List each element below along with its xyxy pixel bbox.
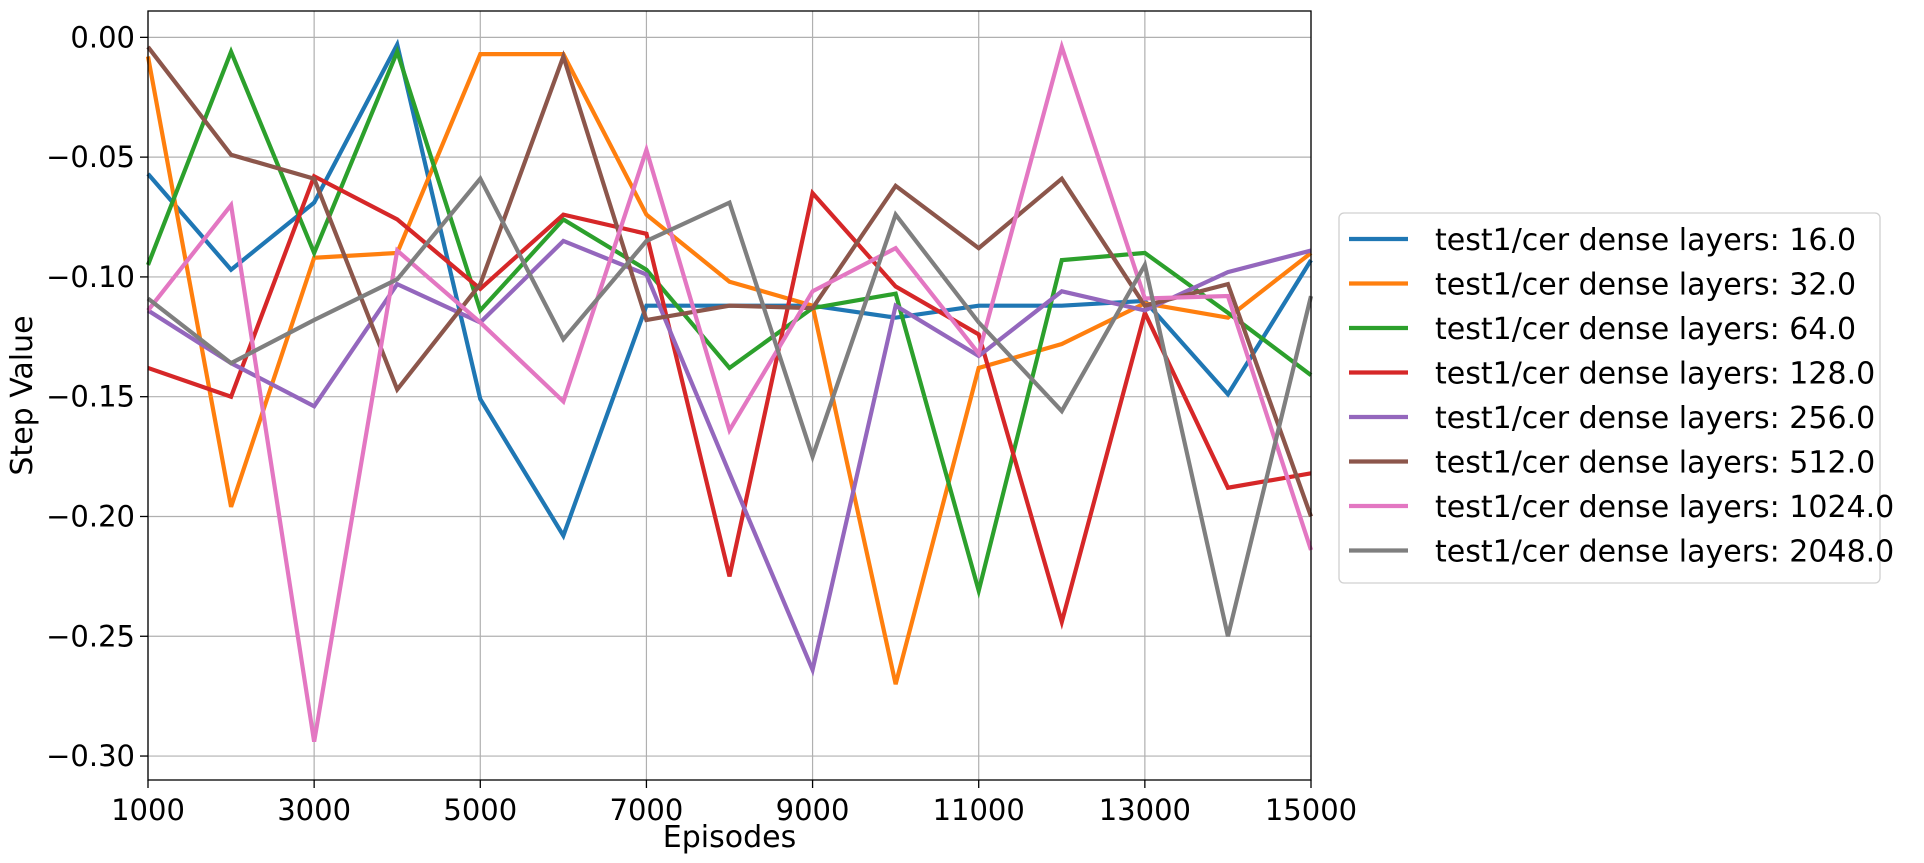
- y-tick-label: −0.05: [46, 140, 135, 174]
- legend-box: [1338, 212, 1881, 584]
- legend-label: test1/cer dense layers: 64.0: [1435, 312, 1856, 347]
- series-line-4: [146, 238, 1312, 677]
- x-tick-label: 13000: [1099, 793, 1191, 827]
- y-tick-label: 0.00: [70, 20, 135, 54]
- y-tick-label: −0.30: [46, 739, 135, 773]
- legend-label: test1/cer dense layers: 256.0: [1435, 401, 1875, 436]
- x-tick-label: 9000: [776, 793, 850, 827]
- x-tick-label: 15000: [1265, 793, 1357, 827]
- y-tick-label: −0.15: [46, 380, 135, 414]
- x-tick-label: 1000: [111, 793, 185, 827]
- x-tick-label: 7000: [610, 793, 684, 827]
- grid: [147, 11, 1312, 780]
- y-tick-label: −0.20: [46, 499, 135, 533]
- series-line-7: [146, 174, 1314, 637]
- series-line-5: [146, 45, 1313, 518]
- series-lines: [145, 38, 1314, 743]
- y-tick-label: −0.10: [46, 260, 135, 294]
- legend-label: test1/cer dense layers: 1024.0: [1435, 490, 1894, 525]
- legend-label: test1/cer dense layers: 16.0: [1435, 223, 1856, 258]
- legend: test1/cer dense layers: 16.0 test1/cer de…: [1338, 212, 1894, 584]
- legend-label: test1/cer dense layers: 32.0: [1435, 268, 1856, 303]
- series-line-3: [147, 173, 1312, 630]
- x-tick-label: 11000: [933, 793, 1025, 827]
- series-line-2: [146, 45, 1313, 599]
- legend-label: test1/cer dense layers: 2048.0: [1435, 535, 1894, 570]
- series-line-6: [146, 39, 1313, 743]
- ticks: 1000 3000 5000 7000 9000 11000 13000 15000 0.00 −…: [46, 20, 1357, 827]
- legend-label: test1/cer dense layers: 128.0: [1435, 357, 1875, 392]
- x-tick-label: 5000: [443, 793, 517, 827]
- x-tick-label: 3000: [277, 793, 351, 827]
- x-axis-label: Episodes: [663, 820, 796, 855]
- legend-label: test1/cer dense layers: 512.0: [1435, 446, 1875, 481]
- y-tick-label: −0.25: [46, 619, 135, 653]
- y-axis-label: Step Value: [5, 315, 40, 475]
- plot-frame: [147, 10, 1312, 781]
